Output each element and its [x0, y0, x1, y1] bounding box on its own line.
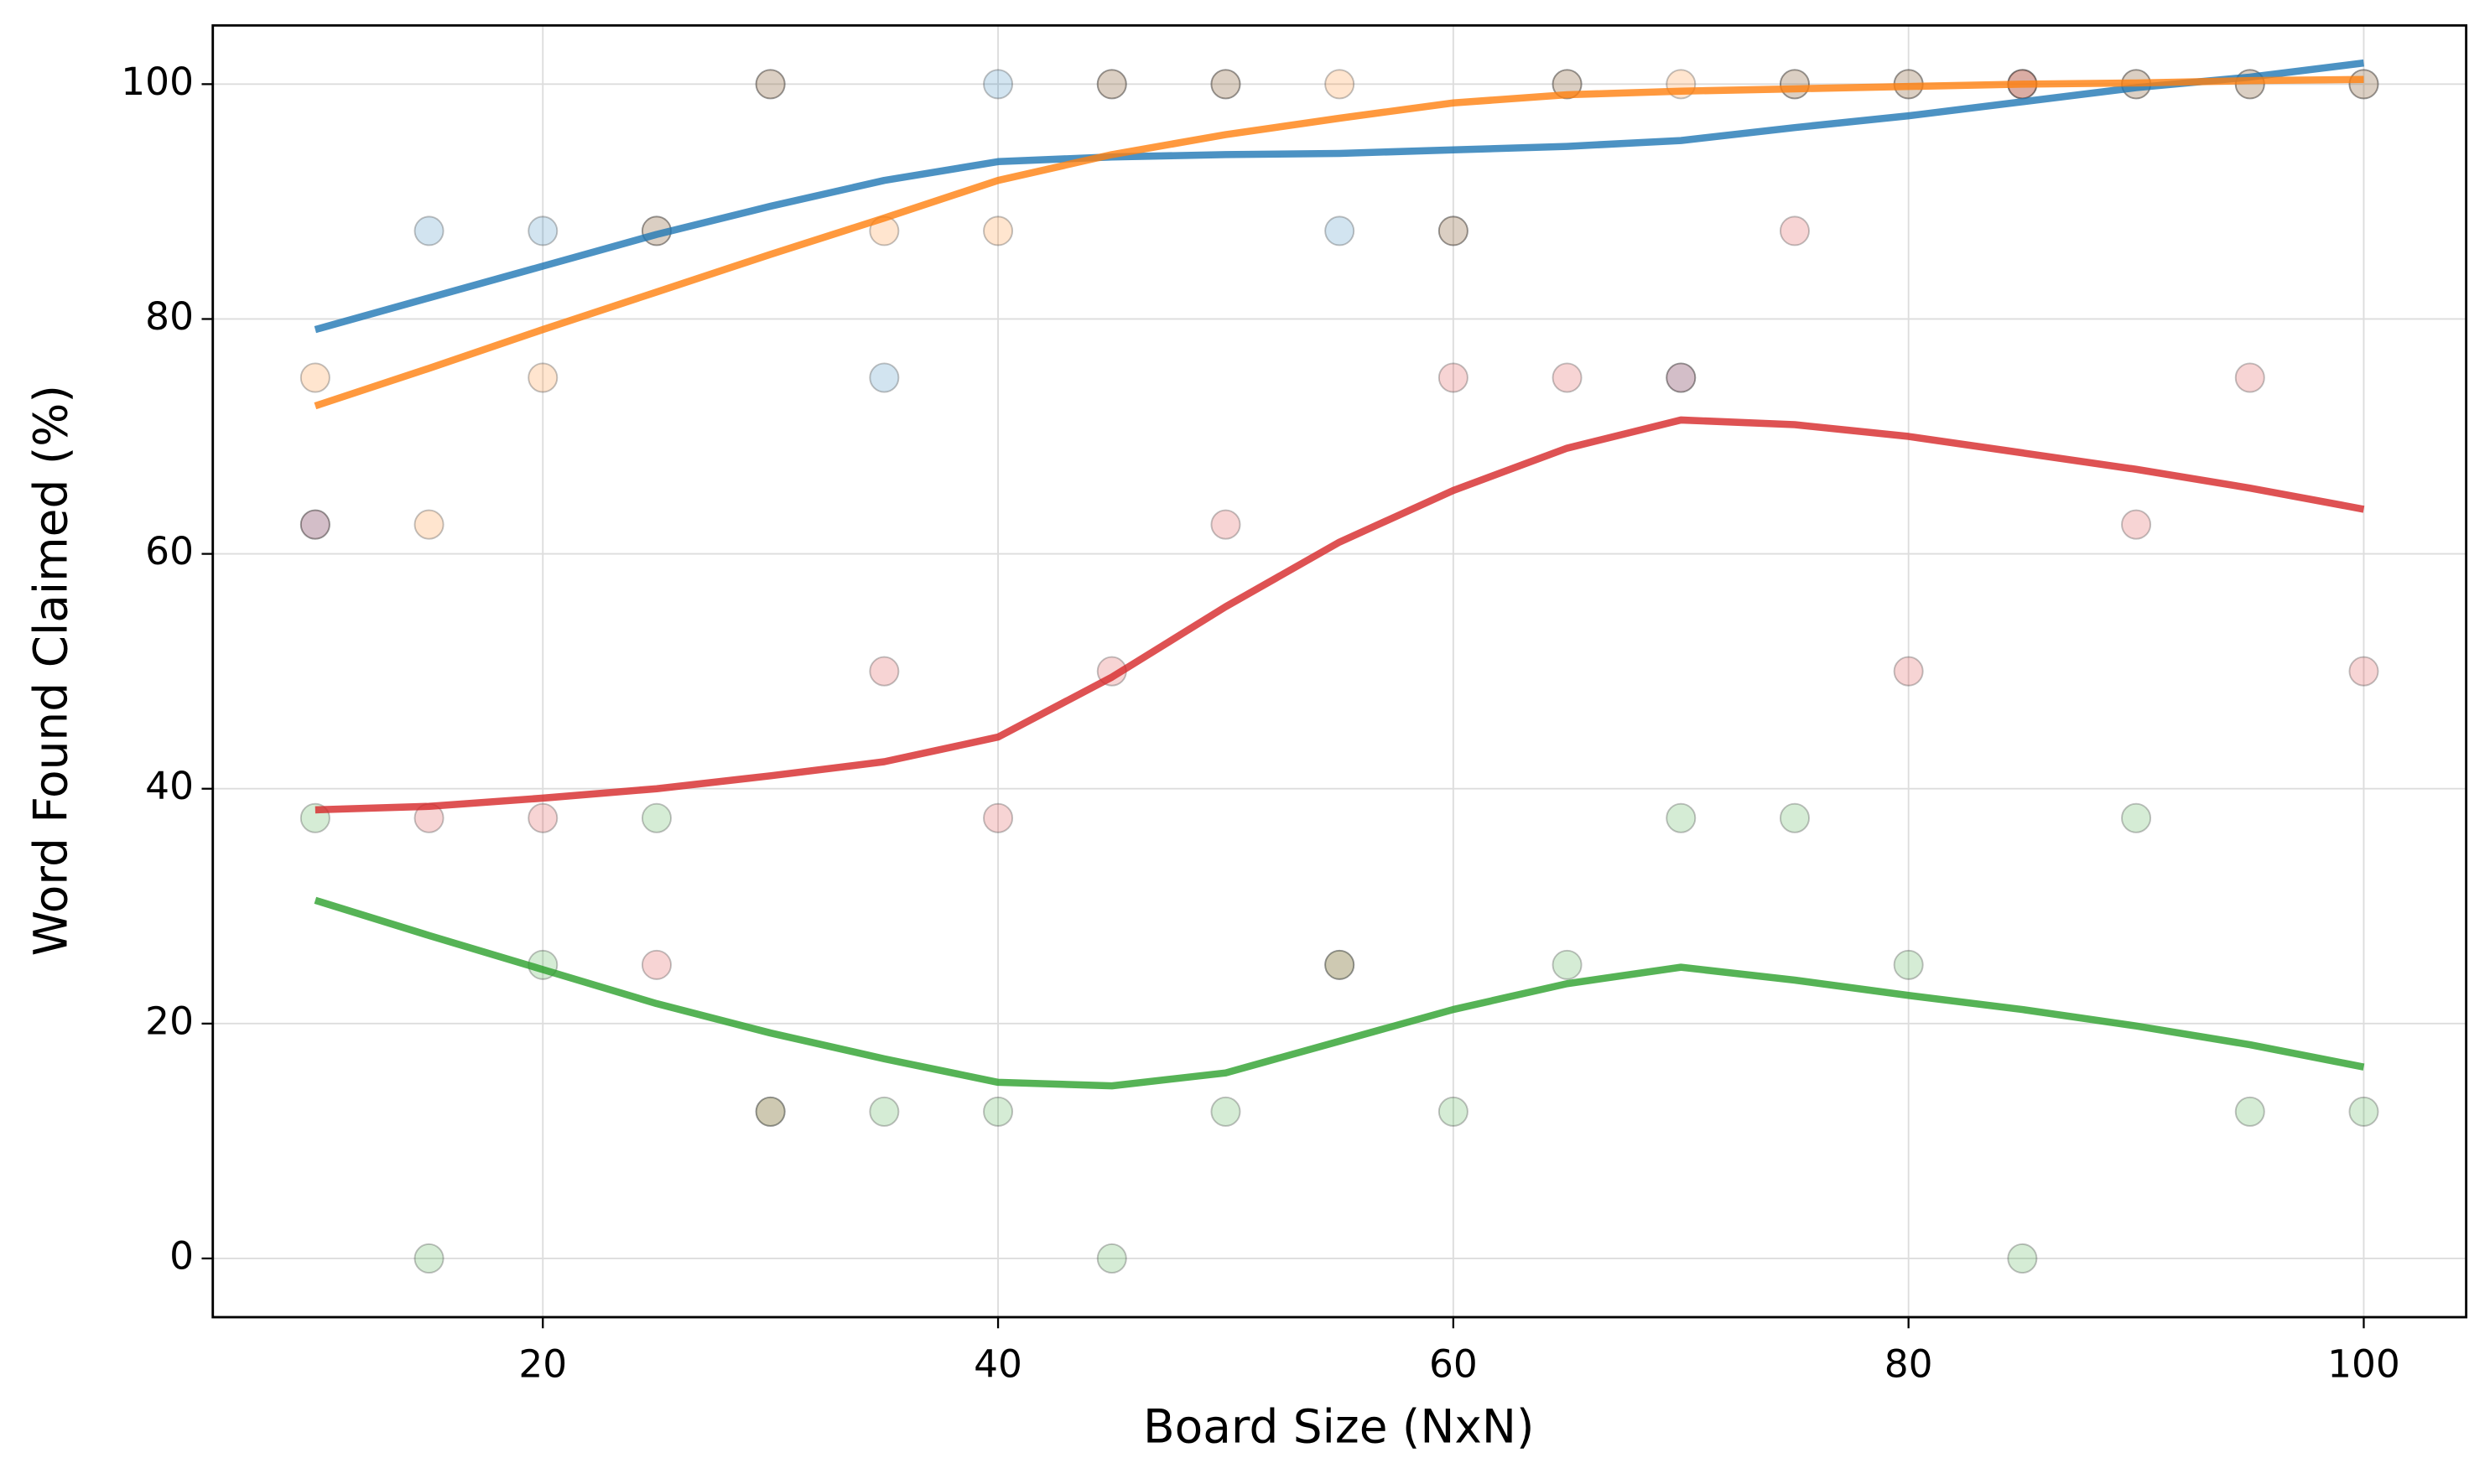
scatter-point [2348, 1096, 2379, 1127]
scatter-point [1779, 215, 1810, 246]
scatter-point [1779, 69, 1810, 100]
scatter-point [299, 509, 330, 540]
scatter-point [299, 509, 330, 540]
scatter-point [299, 362, 330, 393]
scatter-point [641, 949, 672, 980]
scatter-point [1552, 362, 1583, 393]
scatter-point [1096, 1243, 1127, 1274]
scatter-point [413, 509, 444, 540]
scatter-point [1779, 802, 1810, 833]
scatter-point [755, 69, 786, 100]
scatter-point [1437, 362, 1469, 393]
y-tick-label: 80 [145, 294, 194, 339]
scatter-point [2007, 1243, 2038, 1274]
scatter-point [528, 215, 559, 246]
scatter-point [1324, 69, 1355, 100]
scatter-point [869, 656, 900, 687]
scatter-point [869, 1096, 900, 1127]
trend-line [314, 75, 2364, 410]
scatter-point [1893, 949, 1924, 980]
trend-line [314, 416, 2365, 814]
scatter-point [1437, 1096, 1469, 1127]
scatter-point [2348, 69, 2379, 100]
plot-frame [211, 23, 2468, 1319]
scatter-point [413, 1243, 444, 1274]
scatter-point [2121, 509, 2152, 540]
scatter-point [641, 802, 672, 833]
y-tick-label: 100 [121, 60, 194, 104]
scatter-point [1096, 69, 1127, 100]
scatter-point [983, 215, 1014, 246]
trend-line [314, 59, 2364, 334]
scatter-point [1324, 215, 1355, 246]
scatter-point [528, 802, 559, 833]
scatter-point [1666, 362, 1697, 393]
scatter-point [1210, 509, 1241, 540]
y-axis-label: Word Found Claimed (%) [24, 385, 78, 956]
scatter-point [755, 1096, 786, 1127]
scatter-point [2234, 1096, 2265, 1127]
y-tick-label: 40 [145, 764, 194, 808]
scatter-point [1210, 69, 1241, 100]
y-tick-label: 60 [145, 529, 194, 573]
scatter-point [2121, 802, 2152, 833]
scatter-point [528, 362, 559, 393]
x-axis-label: Board Size (NxN) [1143, 1400, 1534, 1454]
scatter-point [983, 1096, 1014, 1127]
scatter-point [983, 69, 1014, 100]
trend-line [314, 896, 2365, 1090]
scatter-point [1893, 656, 1924, 687]
x-tick-label: 60 [1429, 1341, 1478, 1386]
y-tick-label: 0 [169, 1233, 194, 1278]
scatter-point [1437, 215, 1469, 246]
scatter-point [413, 215, 444, 246]
x-tick-label: 40 [974, 1341, 1022, 1386]
scatter-point [755, 69, 786, 100]
scatter-point [1324, 949, 1355, 980]
scatter-point [755, 1096, 786, 1127]
y-tick-label: 20 [145, 999, 194, 1043]
scatter-point [1552, 949, 1583, 980]
scatter-point [2348, 656, 2379, 687]
scatter-point [2234, 362, 2265, 393]
scatter-point [1437, 215, 1469, 246]
scatter-point [1666, 802, 1697, 833]
scatter-point [1210, 1096, 1241, 1127]
scatter-point [1324, 949, 1355, 980]
scatter-point [1210, 69, 1241, 100]
scatter-point [1096, 69, 1127, 100]
x-tick-label: 20 [518, 1341, 567, 1386]
x-tick-label: 100 [2327, 1341, 2400, 1386]
scatter-point [869, 362, 900, 393]
scatter-point [983, 802, 1014, 833]
x-tick-label: 80 [1884, 1341, 1933, 1386]
scatter-point [1666, 362, 1697, 393]
